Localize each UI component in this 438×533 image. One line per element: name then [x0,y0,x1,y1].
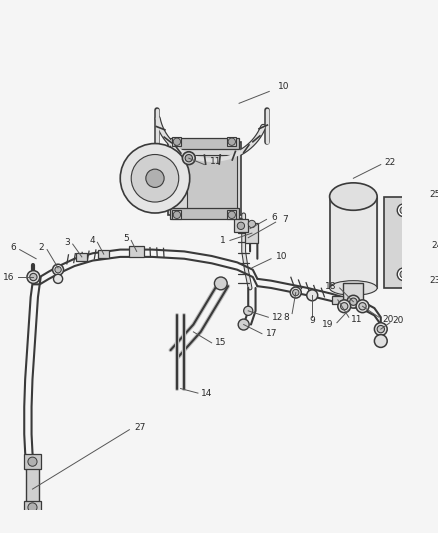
Bar [168,142,241,215]
Bar [233,220,248,232]
Text: 18: 18 [325,281,336,290]
Circle shape [30,273,37,281]
Text: 11: 11 [210,157,221,166]
Bar [227,211,237,220]
Circle shape [307,290,318,301]
Circle shape [182,152,195,165]
Text: 7: 7 [282,215,288,224]
Text: 22: 22 [385,158,396,167]
Circle shape [374,335,387,348]
Circle shape [374,322,387,335]
Bar [245,223,258,243]
Circle shape [173,138,180,146]
Text: 11: 11 [351,314,362,324]
Circle shape [131,155,179,202]
Bar [170,207,239,219]
Text: 15: 15 [215,338,227,348]
Circle shape [28,457,37,466]
Circle shape [397,268,410,281]
Circle shape [173,211,180,219]
Circle shape [120,143,190,213]
Circle shape [341,303,348,310]
Circle shape [55,266,61,273]
Text: 6: 6 [10,243,16,252]
Circle shape [356,300,369,313]
Text: 23: 23 [429,276,438,285]
Circle shape [53,264,64,275]
Circle shape [350,298,357,305]
Text: 19: 19 [322,320,333,329]
Text: 27: 27 [134,423,145,432]
Bar [329,197,377,288]
Text: 24: 24 [431,240,438,249]
Text: 20: 20 [383,314,394,324]
Text: 10: 10 [279,83,290,91]
Circle shape [27,271,40,284]
Circle shape [377,326,385,333]
Circle shape [293,289,299,296]
Bar [24,454,41,469]
Text: 4: 4 [90,236,95,245]
Text: 5: 5 [124,234,129,243]
Ellipse shape [329,183,377,211]
Bar [172,137,181,146]
Circle shape [359,303,366,310]
Circle shape [347,295,360,308]
Circle shape [244,306,253,316]
Bar [129,246,144,257]
Bar [343,284,364,302]
Text: 9: 9 [309,317,315,325]
Bar [384,197,424,288]
Text: 6: 6 [271,213,277,222]
Circle shape [228,138,236,146]
Bar [187,156,237,211]
Circle shape [338,300,351,313]
Circle shape [237,222,244,230]
Text: 20: 20 [393,317,404,325]
Circle shape [28,503,37,512]
Text: 10: 10 [276,253,287,261]
Circle shape [290,287,301,298]
Circle shape [248,220,255,228]
Ellipse shape [329,281,377,295]
Text: 1: 1 [219,236,226,245]
Bar [26,457,39,521]
Bar [24,501,41,514]
Bar [332,296,343,304]
Circle shape [400,207,407,214]
Text: 25: 25 [429,190,438,199]
Bar [98,250,109,259]
Text: 3: 3 [64,238,70,247]
Text: 14: 14 [201,389,212,398]
Circle shape [53,274,63,284]
Circle shape [228,211,236,219]
Bar [227,137,237,146]
Bar [76,253,87,261]
Text: 17: 17 [265,329,277,338]
Text: 2: 2 [39,243,44,252]
Text: 8: 8 [284,313,290,322]
Circle shape [238,319,249,330]
Circle shape [185,155,192,162]
Circle shape [146,169,164,188]
Text: 12: 12 [272,313,283,322]
Circle shape [400,271,407,278]
Bar [172,211,181,220]
Circle shape [215,277,227,290]
Circle shape [397,204,410,217]
Text: 16: 16 [3,272,14,281]
Bar [170,138,239,149]
